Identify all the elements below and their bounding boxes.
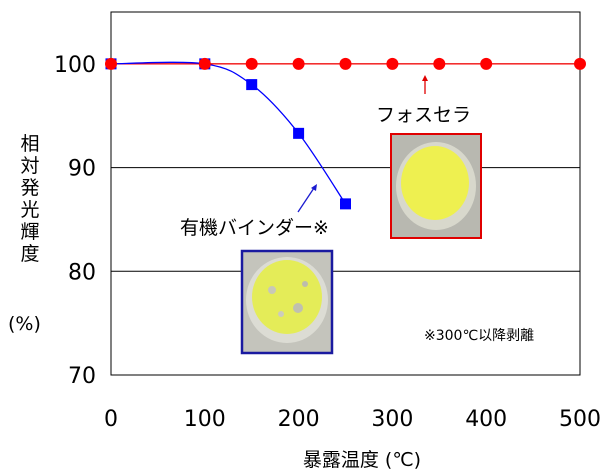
phosphor-ceramic-photo: [390, 133, 482, 239]
data-point-phosphor-ceramic: [386, 57, 399, 70]
x-tick-label: 200: [278, 407, 320, 432]
data-point-phosphor-ceramic: [105, 57, 117, 70]
x-tick-label: 100: [184, 407, 226, 432]
data-point-organic-binder: [246, 79, 258, 91]
organic-binder-arrow: [297, 184, 317, 213]
series-layer: [105, 57, 586, 210]
plot-frame: [110, 11, 581, 376]
phosphor-ceramic-arrow: [422, 75, 428, 94]
data-point-phosphor-ceramic: [292, 57, 305, 70]
organic-binder-label: 有機バインダー※: [180, 217, 329, 239]
ticks-layer: 0 100 200 300 400 500 70 80 90 100: [54, 53, 601, 432]
organic-binder-photo: [240, 249, 334, 355]
data-point-organic-binder: [340, 198, 351, 210]
data-point-phosphor-ceramic: [245, 57, 258, 70]
gridlines: [111, 63, 580, 272]
data-point-organic-binder: [293, 127, 305, 139]
y-tick-label: 100: [54, 53, 96, 78]
data-point-phosphor-ceramic: [574, 57, 586, 70]
data-point-phosphor-ceramic: [480, 57, 493, 70]
x-axis-label: 暴露温度 (℃): [303, 449, 421, 471]
x-tick-label: 400: [465, 407, 507, 432]
series-line-organic-binder: [110, 61, 347, 205]
footnote: ※300℃以降剥離: [424, 327, 534, 344]
data-point-phosphor-ceramic: [433, 57, 446, 70]
data-point-phosphor-ceramic: [198, 57, 211, 70]
y-axis-unit: (%): [8, 313, 41, 335]
phosphor-ceramic-label: フォスセラ: [376, 104, 471, 126]
x-tick-label: 500: [559, 407, 601, 432]
y-tick-label: 70: [68, 364, 96, 389]
y-tick-label: 90: [68, 157, 96, 182]
y-tick-label: 80: [68, 260, 96, 285]
data-point-phosphor-ceramic: [339, 57, 352, 70]
x-tick-label: 300: [371, 407, 413, 432]
x-tick-label: 0: [104, 407, 118, 432]
y-axis-label: 相対発光輝度: [20, 133, 39, 265]
